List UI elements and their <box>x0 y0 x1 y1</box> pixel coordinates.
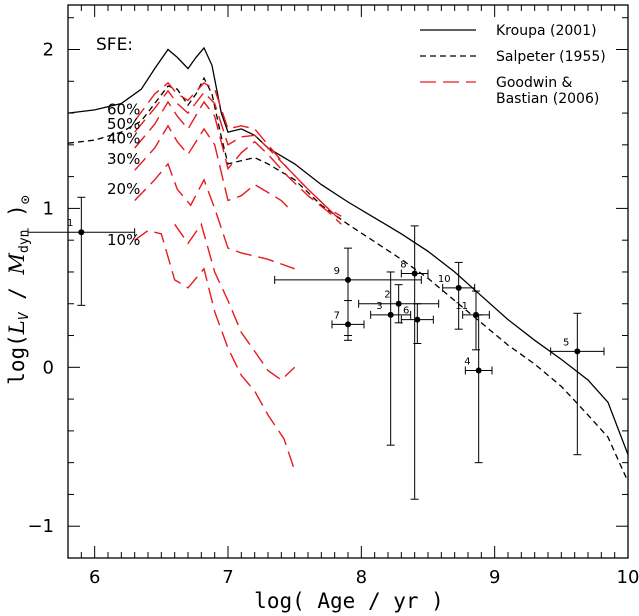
series-line-4 <box>134 100 342 225</box>
sfe-title: SFE: <box>96 35 133 55</box>
point-label: 4 <box>464 356 470 367</box>
sfe-label-10: 10% <box>107 231 140 249</box>
series-line-3 <box>134 89 342 222</box>
y-axis-label-part: ⊙ <box>16 195 34 204</box>
point-marker <box>395 300 402 307</box>
y-tick-label: −1 <box>27 516 54 537</box>
data-point-8: 8 <box>400 225 429 500</box>
point-marker <box>414 316 421 323</box>
point-marker <box>475 367 482 374</box>
series-line-6 <box>134 162 295 270</box>
y-axis-label-part: log( <box>5 334 29 385</box>
sfe-labels: SFE: 60%50%40% 30% 20% 10% <box>96 35 140 249</box>
point-marker <box>411 270 418 277</box>
data-point-9: 9 <box>274 247 422 337</box>
data-point-1: 1 <box>27 196 136 306</box>
data-point-5: 5 <box>550 312 605 456</box>
point-marker <box>387 311 394 318</box>
series-line-7 <box>134 229 296 471</box>
x-tick-label: 10 <box>617 567 639 588</box>
sfe-label-20: 20% <box>107 180 140 198</box>
series-line-8 <box>174 222 296 381</box>
point-label: 11 <box>455 301 468 312</box>
series-line-0 <box>68 46 628 455</box>
y-axis-label-part: / <box>5 275 29 313</box>
legend-label-1: Salpeter (1955) <box>496 49 606 65</box>
point-label: 7 <box>334 310 340 321</box>
y-axis-label-part: dyn <box>17 230 32 253</box>
data-point-4: 4 <box>464 314 493 464</box>
point-label: 1 <box>67 218 73 229</box>
sfe-label-50: 50% <box>107 115 140 133</box>
point-label: 8 <box>400 260 406 271</box>
x-tick-label: 8 <box>356 567 367 588</box>
data-point-2: 2 <box>358 284 440 324</box>
point-marker <box>78 229 85 236</box>
y-axis-label-part: M <box>5 253 29 276</box>
x-tick-label: 7 <box>222 567 233 588</box>
point-label: 9 <box>334 266 340 277</box>
sfe-label-40: 40% <box>107 129 140 147</box>
sfe-label-30: 30% <box>107 150 140 168</box>
point-marker <box>473 311 479 318</box>
sfe-label-60: 60% <box>107 101 140 119</box>
point-label: 2 <box>384 290 390 301</box>
legend-label-2: Goodwin & <box>496 75 573 91</box>
axes: 6 7 8 9 10 −1 0 1 2 <box>27 4 639 588</box>
y-axis-label-part: V <box>17 311 32 320</box>
model-curves <box>68 46 628 482</box>
point-label: 3 <box>376 301 382 312</box>
y-axis-label: log(LV / Mdyn )⊙ <box>5 195 34 385</box>
y-tick-label: 0 <box>43 357 54 378</box>
point-label: 10 <box>438 274 451 285</box>
y-tick-label: 2 <box>43 39 54 60</box>
data-point-3: 3 <box>370 271 412 446</box>
series-line-5 <box>134 124 293 213</box>
point-marker <box>455 284 462 291</box>
y-axis-label-part: L <box>5 320 29 335</box>
point-marker <box>345 276 351 283</box>
data-point-10: 10 <box>438 261 476 330</box>
legend-label-2-line2: Bastian (2006) <box>496 91 599 107</box>
legend: Kroupa (2001) Salpeter (1955) Goodwin &Bas… <box>420 23 606 107</box>
y-tick-label: 1 <box>43 198 54 219</box>
y-axis-label-part: ) <box>5 204 29 229</box>
x-tick-label: 9 <box>489 567 500 588</box>
x-axis-label: log( Age / yr ) <box>254 589 444 613</box>
x-tick-label: 6 <box>89 567 100 588</box>
legend-label-0: Kroupa (2001) <box>496 23 597 39</box>
data-point-6: 6 <box>400 303 434 344</box>
point-label: 5 <box>563 337 569 348</box>
point-label: 6 <box>403 306 409 317</box>
series-line-1 <box>68 76 628 482</box>
point-marker <box>574 348 581 355</box>
data-point-11: 11 <box>455 290 490 351</box>
